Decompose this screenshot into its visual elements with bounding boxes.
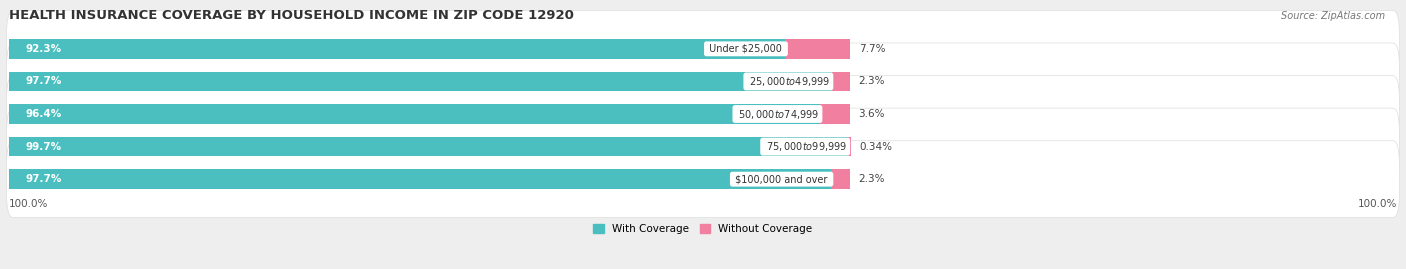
FancyBboxPatch shape: [7, 10, 1399, 87]
Text: 2.3%: 2.3%: [859, 174, 886, 184]
FancyBboxPatch shape: [7, 43, 1399, 120]
Bar: [8, 169, 831, 189]
Bar: [8, 39, 786, 59]
Text: HEALTH INSURANCE COVERAGE BY HOUSEHOLD INCOME IN ZIP CODE 12920: HEALTH INSURANCE COVERAGE BY HOUSEHOLD I…: [8, 9, 574, 22]
Text: $75,000 to $99,999: $75,000 to $99,999: [762, 140, 848, 153]
Text: 97.7%: 97.7%: [25, 174, 62, 184]
FancyBboxPatch shape: [7, 76, 1399, 153]
Text: $25,000 to $49,999: $25,000 to $49,999: [745, 75, 831, 88]
Bar: [820, 104, 851, 124]
Text: $50,000 to $74,999: $50,000 to $74,999: [735, 108, 820, 121]
Text: 100.0%: 100.0%: [8, 199, 48, 209]
Text: 99.7%: 99.7%: [25, 141, 62, 152]
Bar: [786, 39, 851, 59]
Text: 2.3%: 2.3%: [859, 76, 886, 86]
Bar: [8, 104, 820, 124]
Text: Under $25,000: Under $25,000: [706, 44, 786, 54]
Bar: [8, 137, 848, 156]
Text: 97.7%: 97.7%: [25, 76, 62, 86]
Text: 7.7%: 7.7%: [859, 44, 886, 54]
Text: Source: ZipAtlas.com: Source: ZipAtlas.com: [1281, 11, 1385, 21]
Legend: With Coverage, Without Coverage: With Coverage, Without Coverage: [589, 220, 817, 238]
Text: 100.0%: 100.0%: [1358, 199, 1398, 209]
Text: 3.6%: 3.6%: [859, 109, 886, 119]
Bar: [831, 169, 851, 189]
Bar: [831, 72, 851, 91]
Text: 92.3%: 92.3%: [25, 44, 62, 54]
FancyBboxPatch shape: [7, 141, 1399, 218]
FancyBboxPatch shape: [7, 108, 1399, 185]
Text: $100,000 and over: $100,000 and over: [733, 174, 831, 184]
Bar: [8, 72, 831, 91]
Bar: [848, 137, 851, 156]
Text: 96.4%: 96.4%: [25, 109, 62, 119]
Text: 0.34%: 0.34%: [859, 141, 891, 152]
